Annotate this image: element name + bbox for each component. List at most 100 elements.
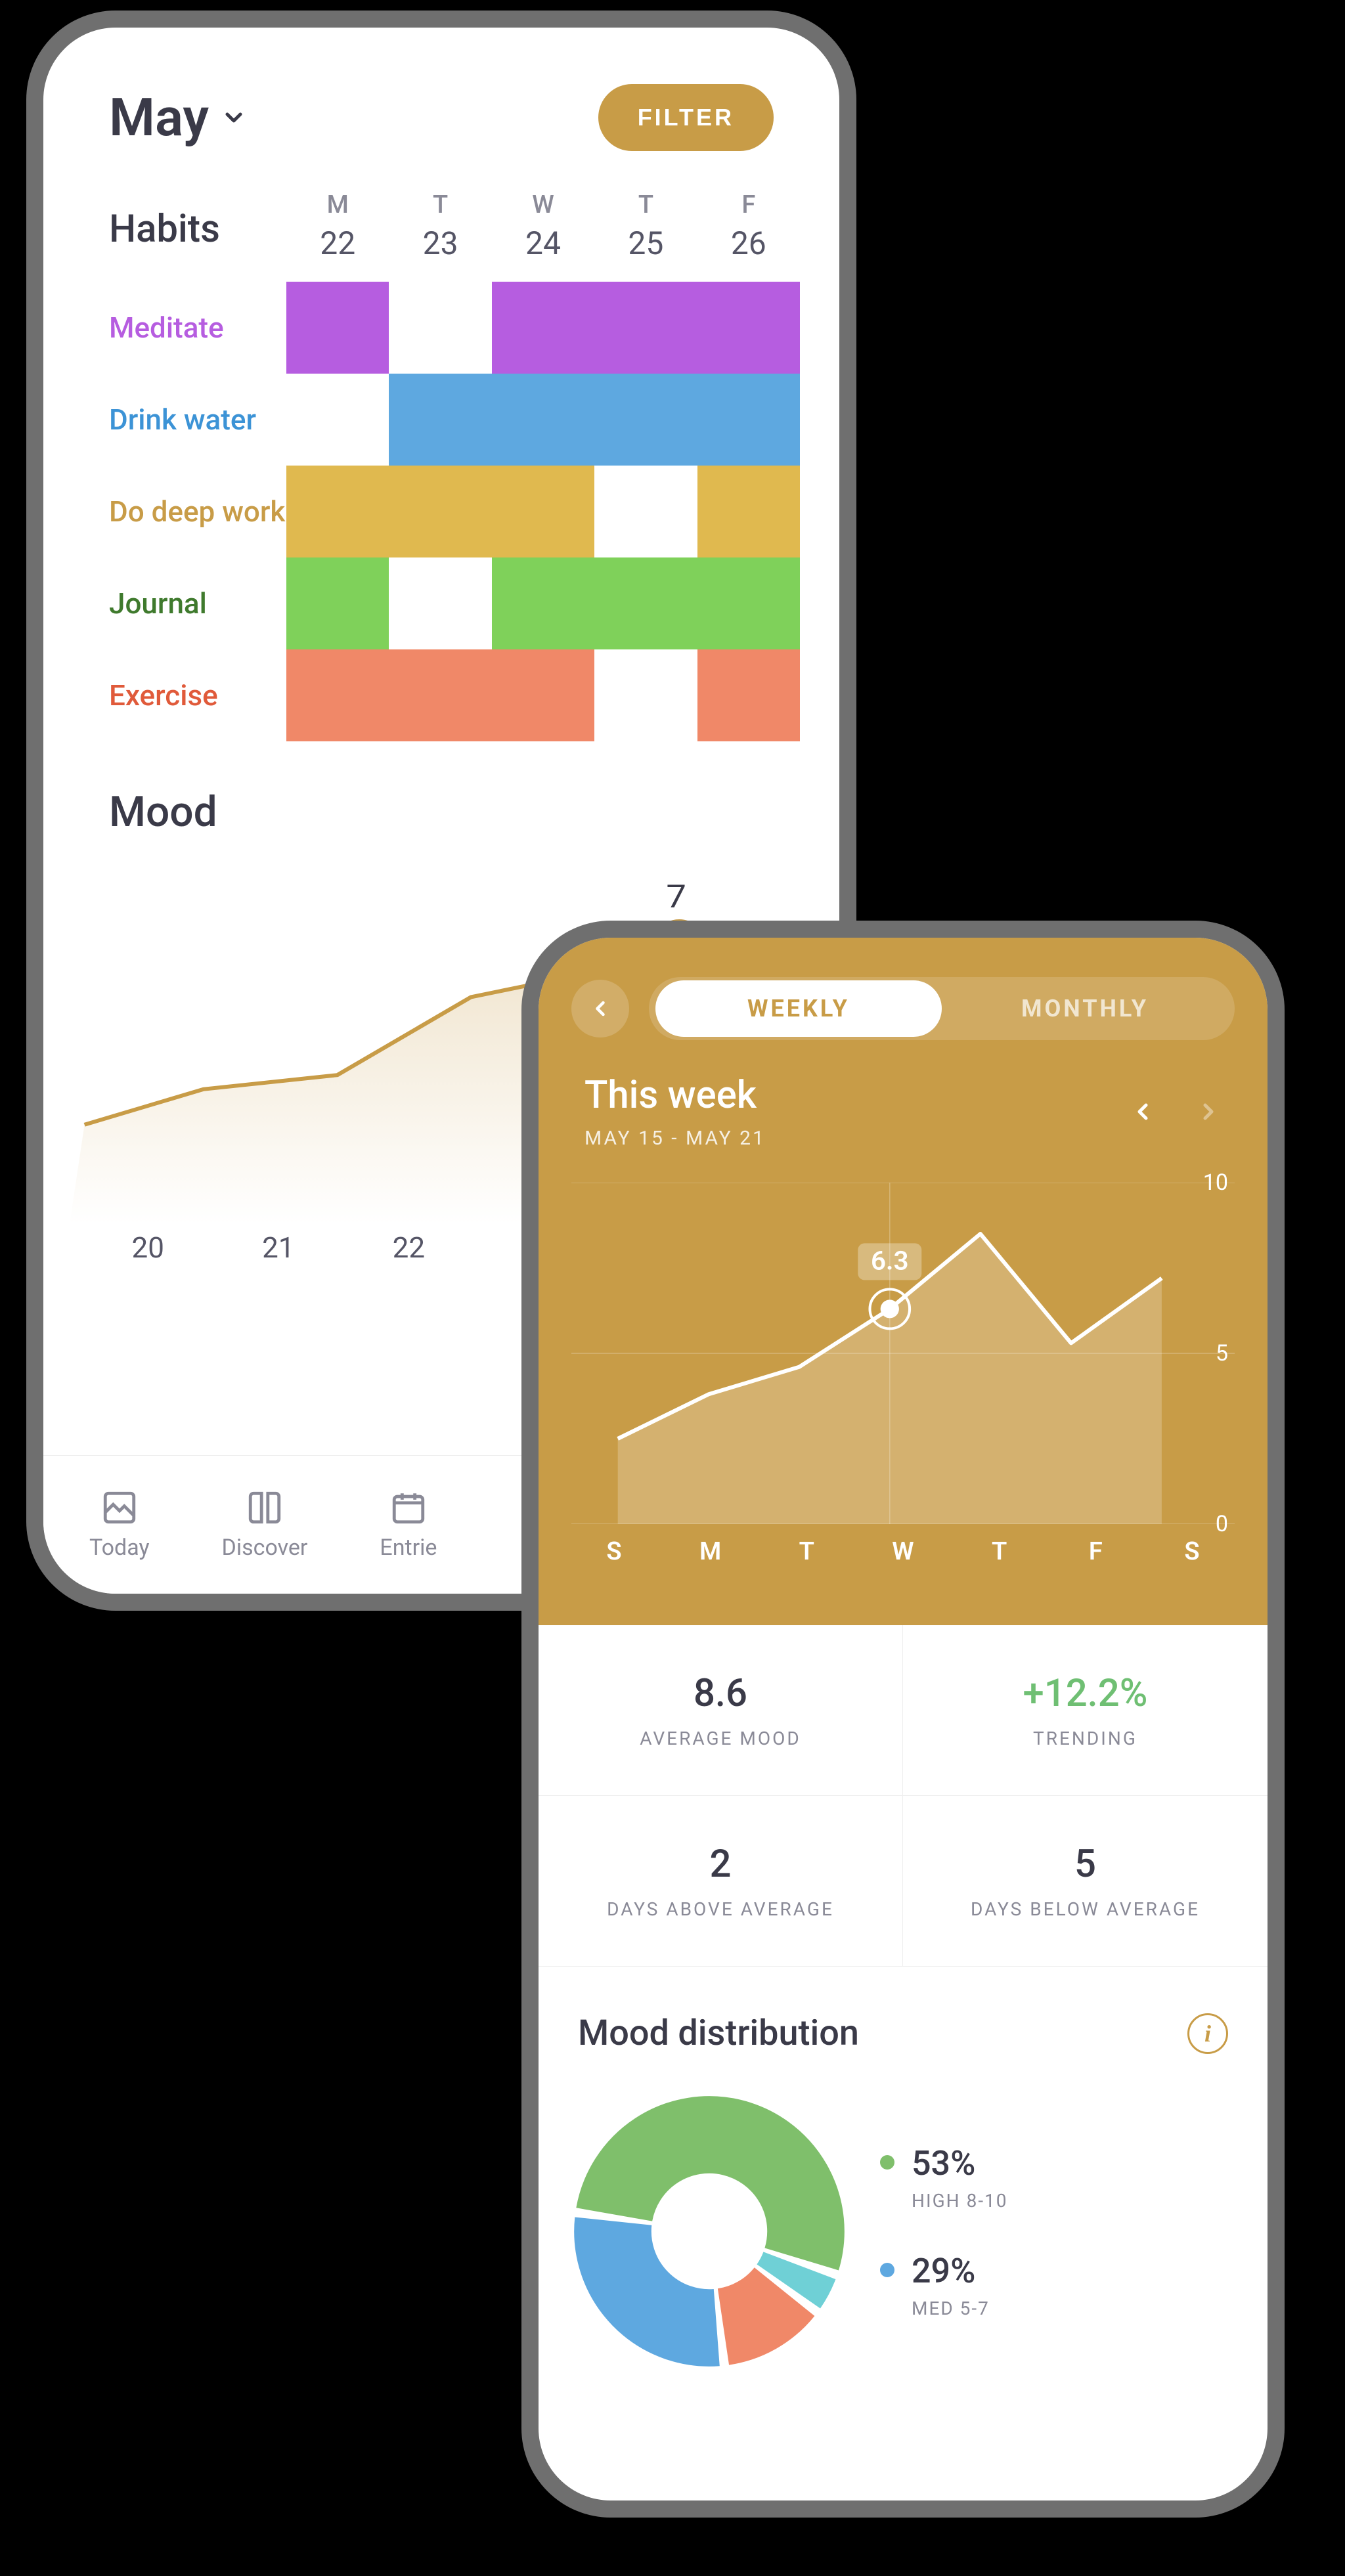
habit-cell[interactable] xyxy=(594,282,697,374)
day-label: M xyxy=(694,1537,727,1566)
habit-cell[interactable] xyxy=(594,649,697,741)
legend-value: 53% xyxy=(912,2143,1008,2183)
mood-x-label: 20 xyxy=(83,1231,213,1265)
back-button[interactable] xyxy=(571,980,629,1037)
filter-button[interactable]: FILTER xyxy=(598,84,774,151)
legend-dot xyxy=(880,2263,894,2277)
habit-cell[interactable] xyxy=(389,557,491,649)
habits-label: Habits xyxy=(70,177,286,282)
habit-cell[interactable] xyxy=(697,557,800,649)
habit-cell[interactable] xyxy=(492,649,594,741)
tab-label: Entrie xyxy=(380,1535,437,1561)
segment-control: WEEKLY MONTHLY xyxy=(649,977,1235,1040)
distribution-legend: 53% HIGH 8-10 29% MED 5-7 xyxy=(880,2143,1008,2319)
habit-cell[interactable] xyxy=(697,374,800,466)
tab-today[interactable]: Today xyxy=(89,1489,150,1561)
y-tick: 0 xyxy=(1216,1511,1228,1537)
legend-item: 29% MED 5-7 xyxy=(880,2251,1008,2319)
mood-title: Mood xyxy=(43,741,839,850)
day-number: 25 xyxy=(594,225,697,282)
book-icon xyxy=(246,1489,284,1527)
habit-cell[interactable] xyxy=(492,557,594,649)
habit-label[interactable]: Drink water xyxy=(70,374,286,466)
habit-cell[interactable] xyxy=(286,282,389,374)
day-number: 24 xyxy=(492,225,594,282)
header: May FILTER xyxy=(43,28,839,177)
month-picker[interactable]: May xyxy=(109,87,247,148)
habit-cell[interactable] xyxy=(389,466,491,557)
day-label: S xyxy=(1176,1537,1208,1566)
donut-segment xyxy=(723,2292,784,2326)
habit-cell[interactable] xyxy=(286,466,389,557)
day-label: T xyxy=(790,1537,823,1566)
week-title: This week xyxy=(584,1073,766,1118)
habit-cell[interactable] xyxy=(286,649,389,741)
segment-weekly[interactable]: WEEKLY xyxy=(655,980,942,1037)
habits-grid: HabitsMTWTF2223242526MeditateDrink water… xyxy=(70,177,800,741)
habit-label[interactable]: Do deep work xyxy=(70,466,286,557)
legend-label: MED 5-7 xyxy=(912,2298,990,2319)
donut-chart xyxy=(571,2093,847,2369)
habit-cell[interactable] xyxy=(389,282,491,374)
week-range: MAY 15 - MAY 21 xyxy=(584,1127,766,1150)
habit-cell[interactable] xyxy=(389,374,491,466)
tab-entries[interactable]: Entrie xyxy=(380,1489,437,1561)
habit-cell[interactable] xyxy=(286,374,389,466)
day-label: F xyxy=(1079,1537,1112,1566)
stat-card: +12.2% TRENDING xyxy=(903,1625,1268,1796)
habit-cell[interactable] xyxy=(594,466,697,557)
day-letter: T xyxy=(389,177,491,225)
tab-discover[interactable]: Discover xyxy=(222,1489,308,1561)
stat-value: 8.6 xyxy=(558,1671,883,1716)
habit-cell[interactable] xyxy=(697,466,800,557)
svg-text:6.3: 6.3 xyxy=(871,1246,909,1277)
segment-monthly[interactable]: MONTHLY xyxy=(942,980,1228,1037)
stat-label: TRENDING xyxy=(923,1728,1248,1749)
mood-x-label: 21 xyxy=(213,1231,344,1265)
habit-label[interactable]: Meditate xyxy=(70,282,286,374)
habit-cell[interactable] xyxy=(594,374,697,466)
day-label: T xyxy=(983,1537,1016,1566)
habit-cell[interactable] xyxy=(697,282,800,374)
weekly-day-labels: SMTWTFS xyxy=(571,1524,1235,1599)
day-number: 26 xyxy=(697,225,800,282)
habit-cell[interactable] xyxy=(492,466,594,557)
donut-segment xyxy=(613,2221,717,2328)
legend-dot xyxy=(880,2155,894,2170)
habit-label[interactable]: Journal xyxy=(70,557,286,649)
y-tick: 10 xyxy=(1203,1169,1228,1196)
day-letter: F xyxy=(697,177,800,225)
habit-cell[interactable] xyxy=(286,557,389,649)
day-label: W xyxy=(887,1537,919,1566)
habit-cell[interactable] xyxy=(492,374,594,466)
day-number: 23 xyxy=(389,225,491,282)
tab-label: Discover xyxy=(222,1535,308,1561)
image-icon xyxy=(100,1489,139,1527)
weekly-chart: 6.31050 xyxy=(571,1183,1235,1524)
next-week-icon[interactable] xyxy=(1195,1099,1222,1125)
mood-distribution: Mood distribution i 53% HIGH 8-10 29% ME… xyxy=(539,1967,1268,2369)
habit-cell[interactable] xyxy=(492,282,594,374)
svg-text:7: 7 xyxy=(666,878,686,915)
stat-value: +12.2% xyxy=(923,1671,1248,1716)
stats-grid: 8.6 AVERAGE MOOD+12.2% TRENDING2 DAYS AB… xyxy=(539,1625,1268,1967)
legend-value: 29% xyxy=(912,2251,990,2291)
legend-label: HIGH 8-10 xyxy=(912,2190,1008,2212)
phone-weekly: WEEKLY MONTHLY This week MAY 15 - MAY 21… xyxy=(539,938,1268,2500)
distribution-title: Mood distribution xyxy=(578,2013,859,2054)
habit-cell[interactable] xyxy=(594,557,697,649)
habit-cell[interactable] xyxy=(389,649,491,741)
stat-label: DAYS BELOW AVERAGE xyxy=(923,1898,1248,1920)
habit-label[interactable]: Exercise xyxy=(70,649,286,741)
month-label: May xyxy=(109,87,209,148)
calendar-icon xyxy=(389,1489,428,1527)
day-letter: T xyxy=(594,177,697,225)
y-tick: 5 xyxy=(1216,1340,1228,1366)
legend-item: 53% HIGH 8-10 xyxy=(880,2143,1008,2212)
tab-label: Today xyxy=(89,1535,150,1561)
stat-value: 2 xyxy=(558,1842,883,1887)
day-label: S xyxy=(598,1537,630,1566)
prev-week-icon[interactable] xyxy=(1130,1099,1156,1125)
info-icon[interactable]: i xyxy=(1187,2013,1228,2054)
habit-cell[interactable] xyxy=(697,649,800,741)
